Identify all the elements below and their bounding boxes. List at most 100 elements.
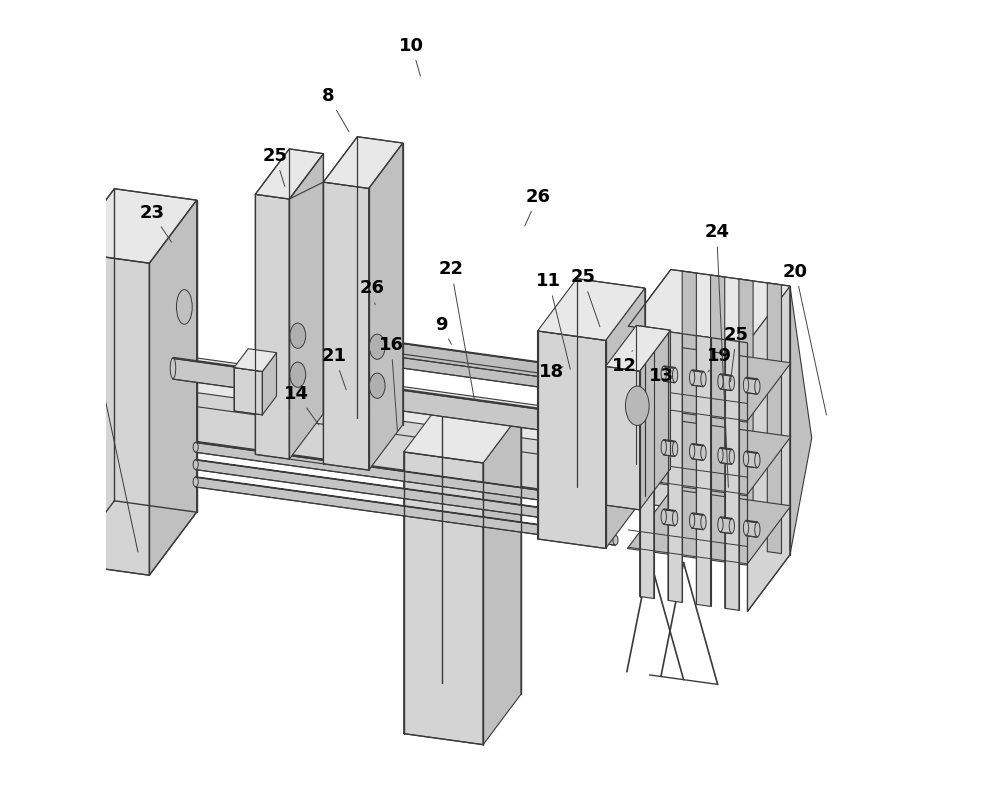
Ellipse shape	[701, 372, 706, 386]
Polygon shape	[692, 513, 704, 515]
Polygon shape	[627, 420, 791, 496]
Ellipse shape	[613, 500, 618, 511]
Polygon shape	[692, 370, 703, 387]
Polygon shape	[195, 478, 615, 545]
Polygon shape	[746, 451, 758, 453]
Ellipse shape	[193, 442, 198, 452]
Polygon shape	[234, 348, 277, 371]
Ellipse shape	[755, 522, 760, 537]
Polygon shape	[668, 332, 682, 603]
Polygon shape	[720, 448, 732, 450]
Polygon shape	[663, 510, 675, 526]
Polygon shape	[640, 330, 670, 510]
Ellipse shape	[755, 379, 760, 394]
Ellipse shape	[176, 290, 192, 325]
Polygon shape	[156, 401, 724, 515]
Text: 23: 23	[139, 204, 171, 242]
Polygon shape	[627, 489, 791, 565]
Ellipse shape	[718, 448, 723, 463]
Text: 21: 21	[322, 348, 347, 390]
Polygon shape	[156, 392, 757, 515]
Polygon shape	[627, 346, 791, 422]
Polygon shape	[746, 377, 758, 380]
Ellipse shape	[613, 518, 618, 528]
Polygon shape	[682, 271, 696, 542]
Text: 11: 11	[536, 273, 570, 370]
Ellipse shape	[729, 519, 734, 533]
Polygon shape	[746, 521, 757, 537]
Polygon shape	[606, 366, 640, 510]
Polygon shape	[720, 448, 732, 464]
Ellipse shape	[689, 444, 695, 459]
Polygon shape	[746, 520, 758, 522]
Ellipse shape	[755, 453, 760, 467]
Polygon shape	[746, 452, 757, 468]
Ellipse shape	[661, 440, 666, 455]
Text: 12: 12	[612, 351, 637, 374]
Polygon shape	[67, 252, 149, 575]
Text: 24: 24	[704, 224, 729, 487]
Polygon shape	[747, 286, 790, 611]
Ellipse shape	[193, 477, 198, 487]
Ellipse shape	[613, 535, 618, 545]
Ellipse shape	[607, 418, 613, 439]
Ellipse shape	[701, 515, 706, 530]
Text: 20: 20	[783, 263, 826, 415]
Text: 9: 9	[435, 316, 451, 344]
Ellipse shape	[729, 376, 734, 390]
Ellipse shape	[606, 382, 611, 396]
Polygon shape	[234, 367, 262, 414]
Polygon shape	[725, 340, 739, 610]
Polygon shape	[767, 283, 781, 553]
Polygon shape	[692, 514, 703, 530]
Ellipse shape	[743, 377, 749, 392]
Ellipse shape	[718, 374, 723, 388]
Ellipse shape	[689, 513, 695, 528]
Polygon shape	[173, 359, 609, 440]
Polygon shape	[404, 402, 521, 463]
Text: 14: 14	[284, 385, 319, 425]
Polygon shape	[692, 444, 704, 446]
Ellipse shape	[672, 368, 678, 382]
Polygon shape	[663, 366, 675, 368]
Polygon shape	[173, 357, 610, 419]
Polygon shape	[323, 137, 403, 188]
Ellipse shape	[661, 366, 666, 381]
Polygon shape	[606, 288, 645, 548]
Text: 25: 25	[263, 147, 288, 187]
Polygon shape	[746, 378, 757, 394]
Text: 18: 18	[539, 363, 564, 381]
Text: 25: 25	[570, 269, 600, 327]
Polygon shape	[156, 357, 757, 480]
Text: 8: 8	[322, 87, 349, 132]
Text: 13: 13	[649, 361, 674, 385]
Polygon shape	[711, 275, 725, 545]
Polygon shape	[255, 149, 323, 199]
Polygon shape	[262, 353, 277, 414]
Ellipse shape	[369, 373, 385, 398]
Polygon shape	[720, 374, 732, 391]
Text: 26: 26	[360, 280, 385, 305]
Polygon shape	[692, 444, 703, 460]
Ellipse shape	[661, 509, 666, 524]
Polygon shape	[720, 517, 732, 519]
Polygon shape	[268, 336, 608, 396]
Polygon shape	[195, 460, 615, 528]
Ellipse shape	[743, 452, 749, 466]
Polygon shape	[640, 328, 654, 599]
Polygon shape	[195, 442, 616, 501]
Polygon shape	[663, 366, 675, 383]
Polygon shape	[195, 443, 615, 511]
Polygon shape	[275, 326, 615, 387]
Ellipse shape	[729, 449, 734, 464]
Polygon shape	[149, 200, 197, 575]
Text: 25: 25	[724, 326, 749, 382]
Polygon shape	[663, 509, 675, 511]
Ellipse shape	[272, 325, 278, 340]
Polygon shape	[538, 279, 645, 340]
Polygon shape	[275, 325, 616, 374]
Ellipse shape	[193, 459, 198, 470]
Text: 19: 19	[707, 348, 732, 372]
Ellipse shape	[369, 334, 385, 359]
Polygon shape	[195, 477, 616, 536]
